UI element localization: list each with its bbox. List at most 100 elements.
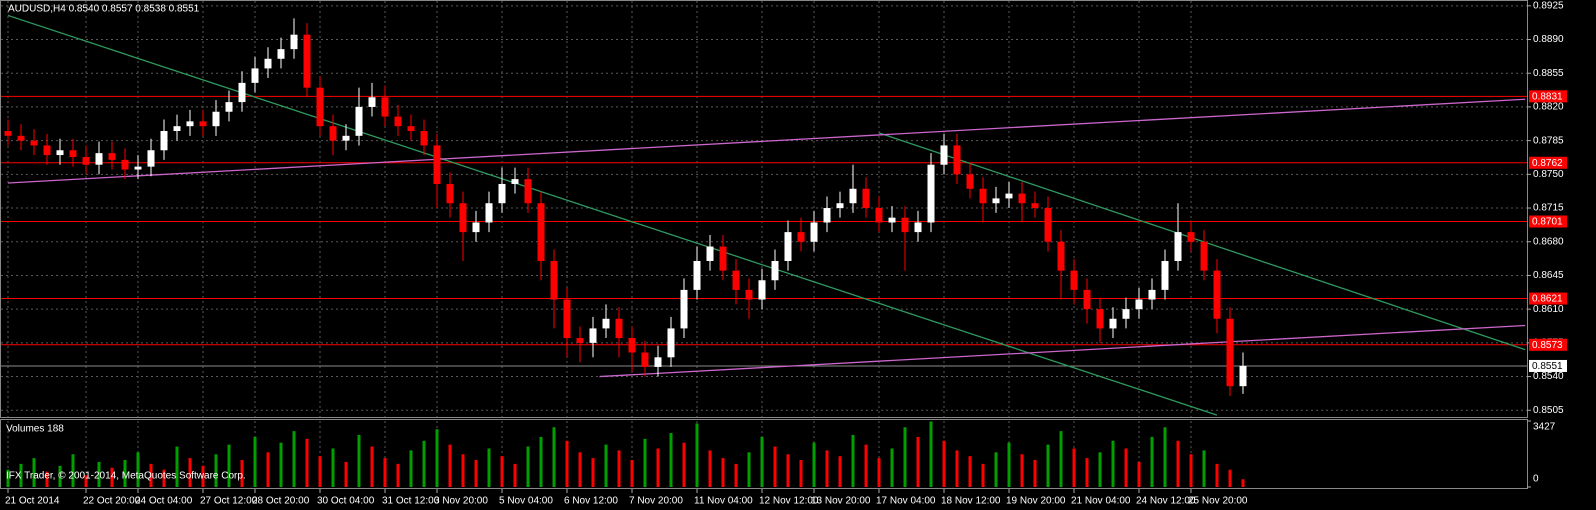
candle-body [1200,241,1208,271]
x-tick-label: 17 Nov 04:00 [876,496,936,507]
candle-body [914,222,922,233]
candle-body [1005,193,1013,199]
candle-body [472,222,480,233]
level-label-box [1529,156,1567,169]
candle-body [290,34,298,50]
candle-body [277,49,285,59]
volume-tick-label: 0 [1533,474,1539,485]
candle-body [82,157,90,165]
candle-body [381,97,389,117]
candle-body [329,126,337,141]
candle-body [43,145,51,156]
candle-body [498,183,506,204]
candle-body [121,159,129,170]
candle-body [511,179,519,184]
x-tick-label: 18 Nov 12:00 [941,496,1001,507]
x-tick-label: 25 Nov 20:00 [1188,496,1248,507]
last-price-label: 0.8551 [1532,361,1563,372]
candle-body [1213,270,1221,319]
volume-title: Volumes 188 [6,424,64,435]
candle-body [108,153,116,160]
candle-body [459,203,467,233]
candle-body [160,131,168,151]
x-tick-label: 28 Oct 20:00 [252,496,310,507]
candle-body [147,150,155,167]
candle-body [485,203,493,223]
candle-body [238,82,246,103]
candle-body [1083,289,1091,310]
candle-body [394,116,402,127]
candle-body [1135,299,1143,310]
level-label: 0.8573 [1532,340,1563,351]
level-label: 0.8831 [1532,91,1563,102]
candle-body [641,352,649,367]
volume-panel [0,419,1528,489]
candle-body [433,145,441,184]
candle-body [940,145,948,165]
trendline [878,132,1526,351]
level-label-box [1529,90,1567,103]
candle-body [1148,289,1156,300]
trendline [7,14,1218,416]
candle-body [17,135,25,141]
candle-body [95,153,103,165]
y-tick-label: 0.8680 [1533,236,1564,247]
x-tick-label: 22 Oct 20:00 [83,496,141,507]
candle-body [1096,309,1104,329]
candle-body [667,328,675,358]
candle-body [784,232,792,261]
copyright: IFX Trader, © 2001-2014, MetaQuotes Soft… [6,471,246,482]
candle-body [888,217,896,223]
x-tick-label: 13 Nov 20:00 [811,496,871,507]
candle-body [1031,203,1039,209]
candle-body [225,102,233,112]
candle-body [693,261,701,290]
candle-body [563,299,571,339]
candle-body [797,232,805,242]
y-tick-label: 0.8610 [1533,304,1564,315]
candle-body [576,338,584,343]
candle-body [134,166,142,170]
marks [1,14,1527,487]
candle-body [1226,318,1234,387]
y-tick-label: 0.8505 [1533,405,1564,416]
candle-body [602,318,610,329]
candle-body [446,183,454,204]
candle-body [550,261,558,300]
candle-body [420,131,428,146]
x-tick-label: 27 Oct 12:00 [200,496,258,507]
candle-body [836,203,844,209]
y-tick-label: 0.8540 [1533,371,1564,382]
trendline [599,324,1526,378]
candle-body [810,222,818,242]
level-label: 0.8762 [1532,158,1563,169]
x-tick-label: 5 Nov 04:00 [499,496,553,507]
candle-body [1044,208,1052,242]
y-tick-label: 0.8715 [1533,203,1564,214]
candle-body [537,203,545,261]
x-tick-label: 30 Oct 04:00 [317,496,375,507]
candle-body [953,145,961,175]
x-tick-label: 21 Oct 2014 [5,496,60,507]
candle-body [524,179,532,204]
y-tick-label: 0.8855 [1533,68,1564,79]
candle-body [992,198,1000,204]
candle-body [771,261,779,281]
candle-body [368,97,376,107]
candle-body [173,126,181,131]
candle-body [966,174,974,189]
candle-body [186,121,194,127]
y-tick-label: 0.8820 [1533,102,1564,113]
candle-body [407,126,415,131]
candle-body [1018,193,1026,204]
level-label: 0.8621 [1532,294,1563,305]
candle-body [758,280,766,300]
candle-body [1174,232,1182,261]
level-label-box [1529,338,1567,351]
x-tick-label: 6 Nov 12:00 [564,496,618,507]
candle-body [264,58,272,69]
volume-tick-label: 3427 [1533,422,1556,433]
price-panel [0,0,1528,418]
candle-body [355,106,363,136]
